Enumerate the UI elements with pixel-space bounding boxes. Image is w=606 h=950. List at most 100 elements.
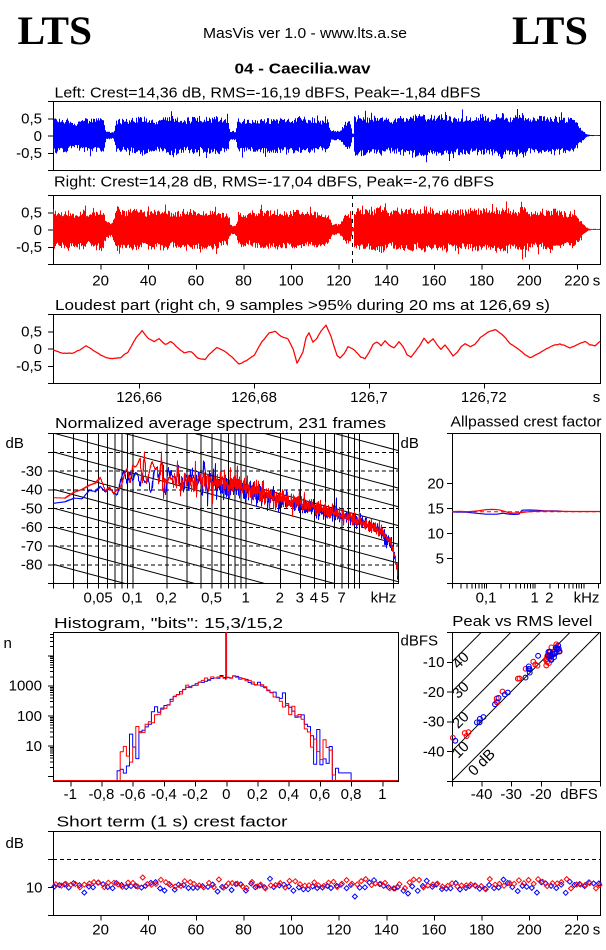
svg-text:2: 2 xyxy=(545,590,553,607)
svg-text:140: 140 xyxy=(374,922,399,939)
svg-text:60: 60 xyxy=(188,273,205,290)
svg-text:-20: -20 xyxy=(530,786,552,803)
svg-text:-60: -60 xyxy=(21,519,43,536)
svg-text:220: 220 xyxy=(564,273,589,290)
svg-text:126,72: 126,72 xyxy=(461,389,507,406)
svg-text:-30: -30 xyxy=(21,463,43,480)
svg-text:-50: -50 xyxy=(21,500,43,517)
svg-text:0: 0 xyxy=(222,786,230,803)
svg-text:Right: Crest=14,28 dB, RMS=-17: Right: Crest=14,28 dB, RMS=-17,04 dBFS, … xyxy=(54,174,494,191)
svg-text:200: 200 xyxy=(517,273,542,290)
svg-text:s: s xyxy=(593,922,601,939)
svg-text:20: 20 xyxy=(92,273,109,290)
svg-text:100: 100 xyxy=(279,922,304,939)
svg-text:dBFS: dBFS xyxy=(401,633,439,650)
svg-text:kHz: kHz xyxy=(574,590,600,607)
svg-text:180: 180 xyxy=(469,922,494,939)
svg-text:20: 20 xyxy=(92,922,109,939)
svg-text:-40: -40 xyxy=(423,744,445,761)
svg-text:60: 60 xyxy=(188,922,205,939)
svg-text:dB: dB xyxy=(6,835,24,852)
svg-text:5: 5 xyxy=(321,590,329,607)
svg-text:40: 40 xyxy=(140,273,157,290)
svg-text:0,5: 0,5 xyxy=(21,205,42,222)
svg-text:7: 7 xyxy=(337,590,345,607)
svg-text:120: 120 xyxy=(326,922,351,939)
svg-text:0,2: 0,2 xyxy=(247,786,268,803)
svg-text:Peak vs RMS level: Peak vs RMS level xyxy=(452,613,592,630)
svg-text:120: 120 xyxy=(326,273,351,290)
svg-text:04 - Caecilia.wav: 04 - Caecilia.wav xyxy=(235,61,372,78)
svg-text:Histogram, "bits": 15,3/15,2: Histogram, "bits": 15,3/15,2 xyxy=(54,615,283,632)
svg-text:1: 1 xyxy=(530,590,538,607)
svg-text:10: 10 xyxy=(26,879,43,896)
svg-text:100: 100 xyxy=(17,708,42,725)
svg-text:126,68: 126,68 xyxy=(231,389,277,406)
svg-text:0,8: 0,8 xyxy=(341,786,362,803)
svg-text:-40: -40 xyxy=(21,482,43,499)
svg-text:-30: -30 xyxy=(500,786,522,803)
svg-text:-10: -10 xyxy=(423,654,445,671)
svg-text:3: 3 xyxy=(296,590,304,607)
svg-text:LTS: LTS xyxy=(512,8,588,53)
svg-text:200: 200 xyxy=(517,922,542,939)
svg-text:10: 10 xyxy=(427,525,444,542)
svg-text:0,5: 0,5 xyxy=(201,590,222,607)
svg-text:-40: -40 xyxy=(471,786,493,803)
svg-text:-0,5: -0,5 xyxy=(16,358,42,375)
svg-text:80: 80 xyxy=(235,273,252,290)
svg-text:Left: Crest=14,36 dB, RMS=-16,: Left: Crest=14,36 dB, RMS=-16,19 dBFS, P… xyxy=(55,84,481,101)
svg-text:0,1: 0,1 xyxy=(122,590,143,607)
svg-text:4: 4 xyxy=(310,590,318,607)
svg-text:180: 180 xyxy=(469,273,494,290)
svg-text:-70: -70 xyxy=(21,538,43,555)
svg-text:0,4: 0,4 xyxy=(278,786,299,803)
svg-text:Allpassed crest factor: Allpassed crest factor xyxy=(451,414,602,431)
svg-text:dB: dB xyxy=(6,435,24,452)
svg-text:Loudest part (right ch, 9 samp: Loudest part (right ch, 9 samples >95% d… xyxy=(55,297,550,314)
svg-text:-20: -20 xyxy=(423,684,445,701)
svg-text:0,5: 0,5 xyxy=(21,324,42,341)
svg-text:0,05: 0,05 xyxy=(84,590,113,607)
svg-text:0: 0 xyxy=(34,128,42,145)
svg-text:s: s xyxy=(593,273,601,290)
svg-text:0,5: 0,5 xyxy=(21,111,42,128)
svg-text:0,2: 0,2 xyxy=(156,590,177,607)
svg-text:140: 140 xyxy=(374,273,399,290)
svg-text:100: 100 xyxy=(279,273,304,290)
svg-text:0: 0 xyxy=(34,341,42,358)
svg-text:-0,5: -0,5 xyxy=(16,145,42,162)
svg-text:0: 0 xyxy=(34,222,42,239)
svg-text:2: 2 xyxy=(276,590,284,607)
svg-text:-0,5: -0,5 xyxy=(16,239,42,256)
svg-text:1: 1 xyxy=(241,590,249,607)
svg-text:20: 20 xyxy=(427,475,444,492)
svg-text:s: s xyxy=(593,389,601,406)
svg-text:5: 5 xyxy=(436,550,444,567)
svg-text:10: 10 xyxy=(25,738,42,755)
svg-text:-0,8: -0,8 xyxy=(89,786,115,803)
svg-text:0,1: 0,1 xyxy=(476,590,497,607)
svg-text:-0,6: -0,6 xyxy=(120,786,146,803)
svg-text:-0,4: -0,4 xyxy=(151,786,177,803)
svg-text:Short term (1 s) crest factor: Short term (1 s) crest factor xyxy=(57,814,288,831)
svg-text:15: 15 xyxy=(427,500,444,517)
svg-text:1000: 1000 xyxy=(9,678,42,695)
svg-text:dB: dB xyxy=(401,435,419,452)
svg-text:126,7: 126,7 xyxy=(350,389,388,406)
svg-text:kHz: kHz xyxy=(371,590,397,607)
svg-text:-0,2: -0,2 xyxy=(182,786,208,803)
svg-text:n: n xyxy=(4,635,12,652)
svg-text:Normalized average spectrum, 2: Normalized average spectrum, 231 frames xyxy=(55,415,386,432)
svg-text:-1: -1 xyxy=(64,786,77,803)
svg-text:1: 1 xyxy=(378,786,386,803)
svg-text:220: 220 xyxy=(564,922,589,939)
svg-text:0,6: 0,6 xyxy=(309,786,330,803)
svg-text:-80: -80 xyxy=(21,557,43,574)
svg-text:40: 40 xyxy=(140,922,157,939)
svg-text:160: 160 xyxy=(421,922,446,939)
svg-text:-30: -30 xyxy=(423,714,445,731)
svg-text:126,66: 126,66 xyxy=(116,389,162,406)
svg-text:dBFS: dBFS xyxy=(560,786,598,803)
svg-text:160: 160 xyxy=(421,273,446,290)
